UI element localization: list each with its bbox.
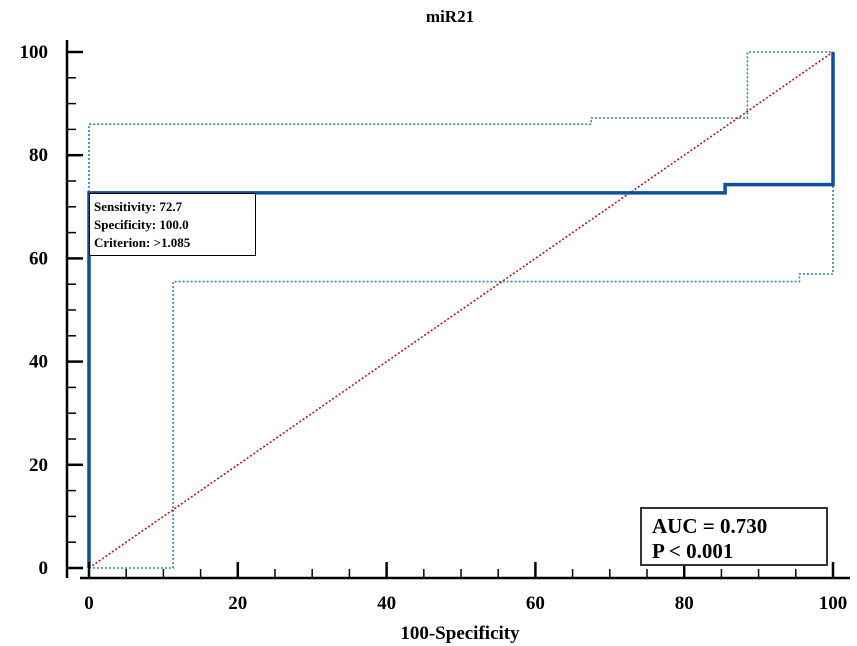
- y-tick-label: 0: [39, 558, 49, 579]
- reference-diagonal: [88, 51, 834, 569]
- auc-box: AUC = 0.730 P < 0.001: [640, 507, 828, 566]
- x-tick-label: 20: [228, 593, 247, 614]
- sensitivity-text: Sensitivity: 72.7: [94, 199, 183, 214]
- x-tick-label: 80: [675, 593, 694, 614]
- auc-text: AUC = 0.730: [652, 514, 768, 538]
- y-tick-label: 60: [29, 248, 48, 269]
- chart-title: miR21: [426, 7, 474, 26]
- x-tick-label: 0: [84, 593, 94, 614]
- y-tick-label: 100: [20, 42, 49, 63]
- axes-layer: 0 20 40 60 80 100 0 20 40 60 80 100: [20, 40, 850, 614]
- p-value-text: P < 0.001: [652, 539, 734, 563]
- criterion-box: Sensitivity: 72.7 Specificity: 100.0 Cri…: [89, 193, 256, 256]
- x-tick-label: 100: [819, 593, 848, 614]
- specificity-text: Specificity: 100.0: [94, 217, 189, 232]
- y-tick-label: 40: [29, 352, 48, 373]
- x-tick-label: 40: [377, 593, 396, 614]
- x-axis-label: 100-Specificity: [400, 623, 520, 644]
- criterion-text: Criterion: >1.085: [94, 235, 191, 250]
- y-tick-label: 80: [29, 145, 48, 166]
- y-tick-label: 20: [29, 455, 48, 476]
- ci-upper-bound: [88, 51, 833, 568]
- ci-lower-bound: [89, 52, 834, 569]
- x-tick-label: 60: [526, 593, 545, 614]
- series-layer: [87, 51, 835, 569]
